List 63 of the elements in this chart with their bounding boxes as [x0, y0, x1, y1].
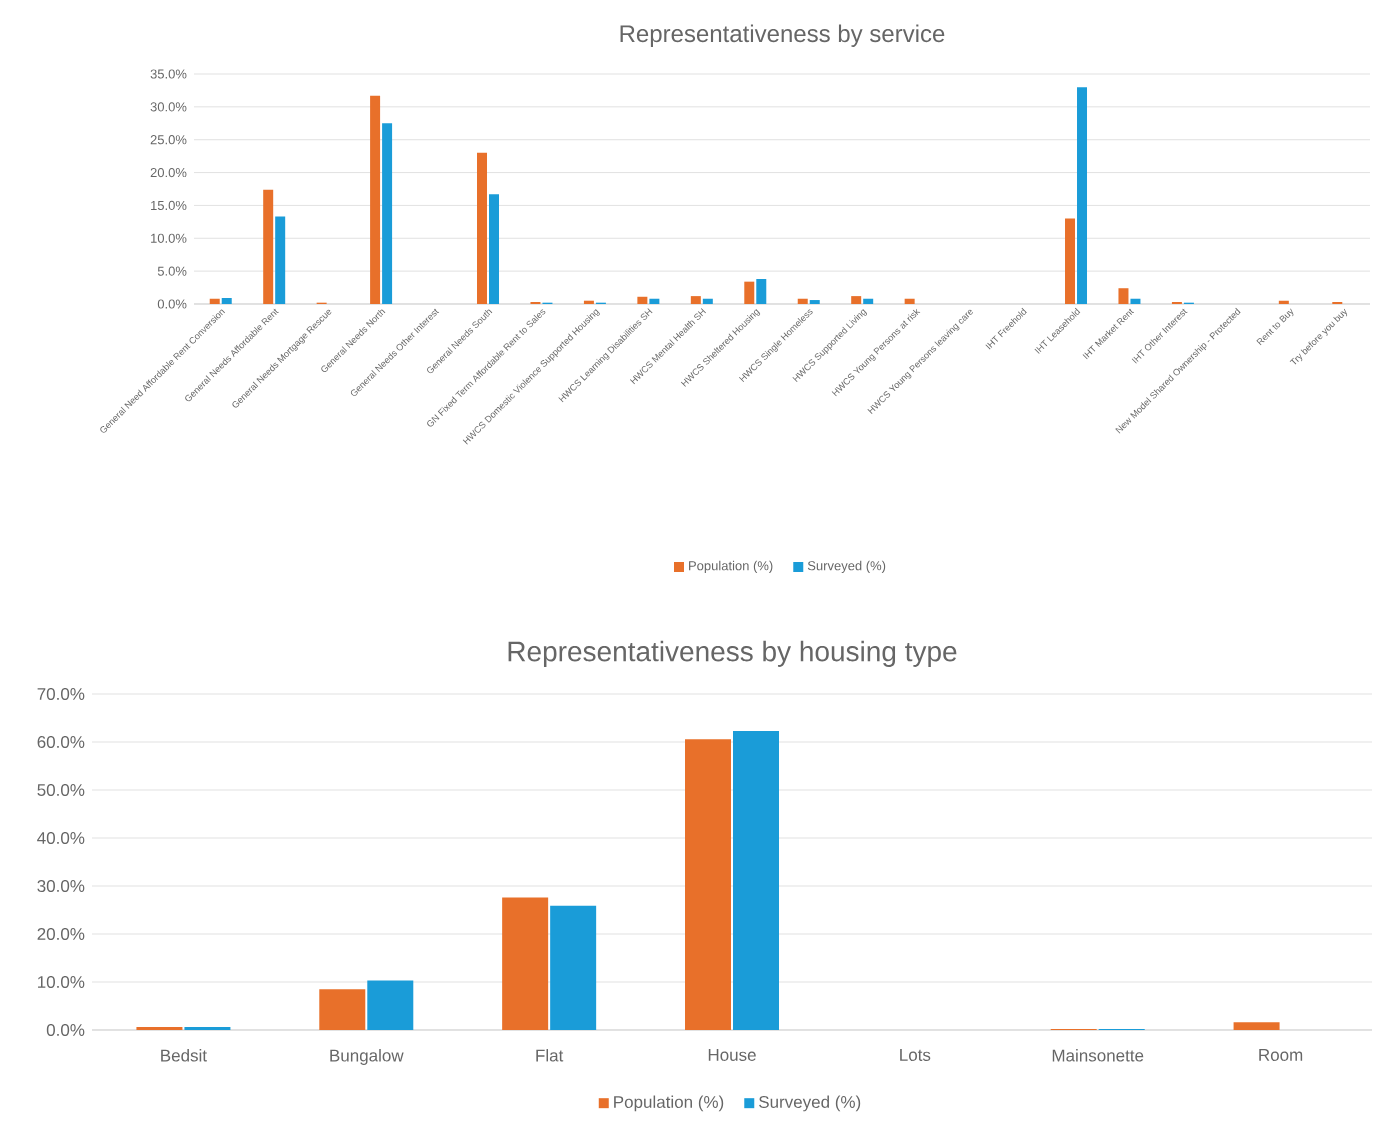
y-tick-label: 30.0% — [150, 102, 187, 112]
bar — [136, 1027, 183, 1030]
bar — [209, 298, 220, 304]
chart-title: Representativeness by housing type — [508, 640, 957, 667]
bar — [649, 298, 660, 304]
bar — [1130, 298, 1141, 304]
bar — [851, 296, 862, 304]
bar — [367, 980, 414, 1030]
x-tick-label: House — [708, 1049, 756, 1061]
y-tick-label: 30.0% — [37, 880, 85, 893]
bar — [275, 216, 286, 304]
bar — [637, 296, 648, 304]
bar — [1118, 288, 1129, 304]
x-tick-label: Bungalow — [330, 1049, 404, 1065]
y-tick-label: 35.0% — [150, 69, 187, 79]
bar — [1278, 300, 1289, 304]
y-tick-label: 10.0% — [151, 233, 187, 243]
bar — [690, 296, 701, 304]
bar — [797, 298, 808, 304]
bar — [263, 189, 274, 304]
y-tick-label: 20.0% — [37, 928, 85, 941]
x-tick-label: Mainsonette — [1052, 1049, 1144, 1062]
x-tick-label: Flat — [536, 1049, 564, 1062]
y-tick-label: 60.0% — [37, 736, 85, 749]
bar — [184, 1027, 231, 1030]
bar — [382, 123, 393, 304]
bar — [221, 298, 232, 304]
bar — [477, 152, 488, 304]
legend-label: Surveyed (%) — [807, 560, 886, 573]
legend-label: Surveyed (%) — [759, 1095, 861, 1112]
bar — [702, 298, 713, 304]
bar — [550, 905, 597, 1030]
bar — [904, 298, 915, 304]
x-tick-label: Room — [1259, 1049, 1303, 1061]
x-tick-label: Bedsit — [161, 1049, 207, 1062]
bar — [583, 300, 594, 304]
bar — [863, 298, 874, 304]
legend-label: Population (%) — [689, 560, 773, 573]
y-tick-label: 25.0% — [150, 135, 187, 145]
bar — [489, 194, 500, 304]
bar — [502, 897, 549, 1030]
bar — [1065, 218, 1076, 304]
x-tick-label: Lots — [900, 1049, 931, 1061]
y-tick-label: 40.0% — [37, 832, 85, 845]
bar — [756, 279, 767, 304]
y-tick-label: 15.0% — [151, 200, 187, 211]
bar — [319, 989, 366, 1030]
y-tick-label: 70.0% — [37, 688, 85, 701]
y-tick-label: 0.0% — [157, 299, 187, 309]
chart-title: Representativeness by service — [620, 24, 945, 47]
bar — [1233, 1022, 1280, 1030]
y-tick-label: 5.0% — [157, 266, 187, 276]
y-tick-label: 0.0% — [46, 1024, 85, 1037]
bar — [733, 730, 780, 1030]
bar — [744, 281, 755, 304]
y-tick-label: 50.0% — [37, 784, 85, 797]
bar — [1077, 87, 1088, 304]
y-tick-label: 20.0% — [150, 167, 187, 178]
legend-label: Population (%) — [614, 1095, 724, 1112]
bar — [370, 95, 381, 304]
bar — [809, 300, 820, 304]
y-tick-label: 10.0% — [38, 976, 85, 989]
bar — [685, 739, 732, 1030]
